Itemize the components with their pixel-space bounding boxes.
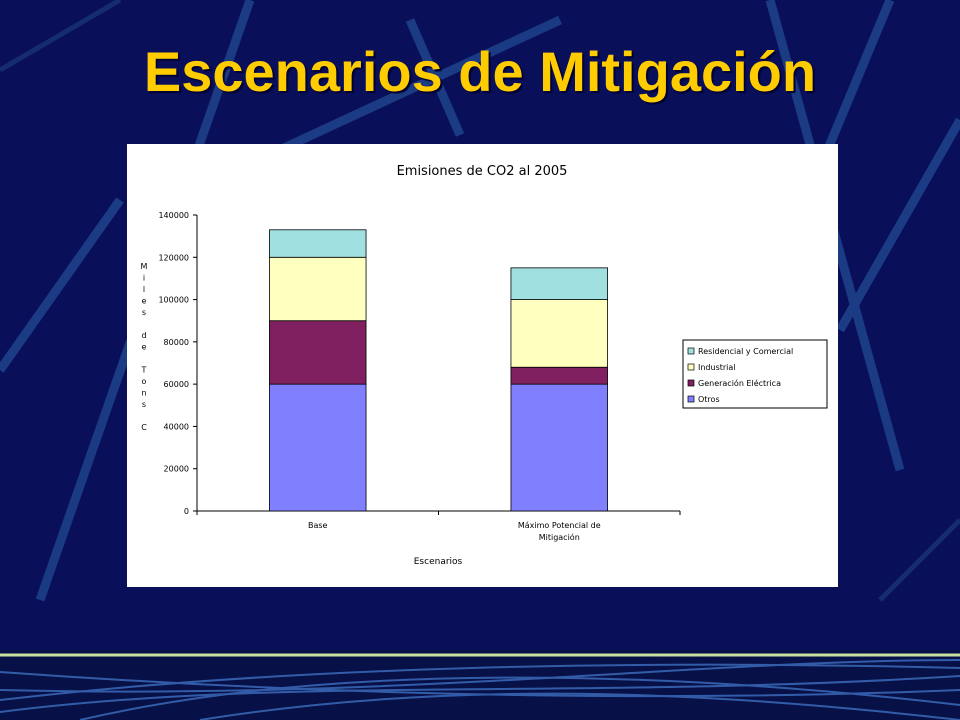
- y-tick-label: 100000: [158, 296, 189, 305]
- legend-box: [682, 339, 828, 409]
- x-axis-title: Escenarios: [414, 557, 463, 567]
- legend-swatch: [687, 363, 695, 371]
- y-tick-label: 0: [184, 507, 189, 516]
- bar-segment: [269, 383, 367, 512]
- bar-segment: [269, 256, 367, 322]
- bar-segment: [510, 383, 608, 512]
- bar-segment: [269, 229, 367, 258]
- y-tick-label: 120000: [158, 253, 189, 262]
- bar-segment: [510, 366, 608, 385]
- bar-segment: [510, 299, 608, 368]
- legend-label: Otros: [698, 395, 720, 404]
- slide-title: Escenarios de Mitigación: [143, 40, 817, 103]
- y-tick-label: 40000: [164, 422, 189, 431]
- y-tick-label: 80000: [164, 338, 189, 347]
- bar-segment: [269, 320, 367, 385]
- y-axis: 0 20000 40000 60000 80000 100000 120000 140000: [158, 211, 198, 516]
- bars: [269, 229, 608, 512]
- x-tick-label: Base: [308, 521, 328, 530]
- bar-segment: [510, 267, 608, 300]
- chart-title: Emisiones de CO2 al 2005: [397, 164, 568, 179]
- y-tick-label: 60000: [164, 380, 189, 389]
- legend-swatch: [687, 379, 695, 387]
- x-axis: Base Máximo Potencial de Mitigación: [196, 510, 681, 542]
- legend-label: Industrial: [698, 363, 736, 372]
- legend-swatch: [687, 347, 695, 355]
- legend: Residencial y Comercial Industrial Generac…: [682, 339, 828, 409]
- y-tick-label: 140000: [158, 211, 189, 220]
- legend-label: Residencial y Comercial: [698, 347, 793, 356]
- legend-label: Generación Eléctrica: [698, 378, 781, 388]
- y-tick-label: 20000: [164, 465, 189, 474]
- legend-swatch: [687, 395, 695, 403]
- x-tick-label: Máximo Potencial de Mitigación: [518, 521, 601, 542]
